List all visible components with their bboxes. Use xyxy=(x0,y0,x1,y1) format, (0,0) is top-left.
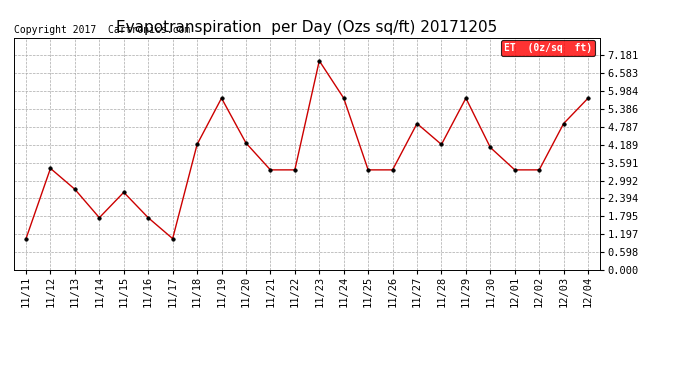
Legend: ET  (0z/sq  ft): ET (0z/sq ft) xyxy=(502,40,595,56)
Title: Evapotranspiration  per Day (Ozs sq/ft) 20171205: Evapotranspiration per Day (Ozs sq/ft) 2… xyxy=(117,20,497,35)
Text: Copyright 2017  Cartronics.com: Copyright 2017 Cartronics.com xyxy=(14,25,190,35)
